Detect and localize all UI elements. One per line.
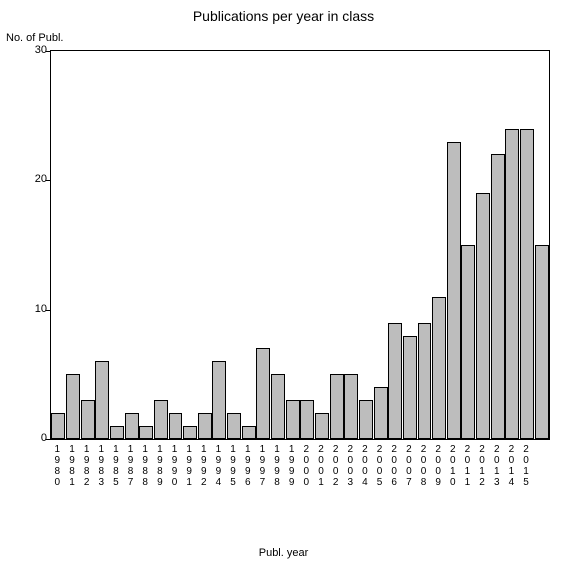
bar <box>169 413 183 439</box>
x-tick-label: 1990 <box>169 444 181 488</box>
bar <box>212 361 226 439</box>
x-tick-label: 2007 <box>403 444 415 488</box>
bar <box>344 374 358 439</box>
y-tick-label: 10 <box>17 303 47 315</box>
x-tick-label: 2015 <box>520 444 532 488</box>
bar <box>491 154 505 439</box>
bar <box>432 297 446 439</box>
x-tick-label: 2011 <box>461 444 473 488</box>
bar <box>388 323 402 439</box>
x-tick-label: 2009 <box>432 444 444 488</box>
x-tick-label: 1981 <box>66 444 78 488</box>
bar <box>461 245 475 439</box>
bar <box>154 400 168 439</box>
x-tick-label: 1982 <box>81 444 93 488</box>
bar <box>286 400 300 439</box>
bar <box>505 129 519 439</box>
x-tick-label: 1987 <box>125 444 137 488</box>
x-tick-label: 2008 <box>418 444 430 488</box>
x-tick-label: 1991 <box>183 444 195 488</box>
bar <box>139 426 153 439</box>
chart-container: Publications per year in class No. of Pu… <box>0 0 567 567</box>
bar <box>51 413 65 439</box>
bar <box>95 361 109 439</box>
bar <box>256 348 270 439</box>
x-axis-label: Publ. year <box>0 547 567 559</box>
y-tick-label: 0 <box>17 432 47 444</box>
x-tick-label: 1989 <box>154 444 166 488</box>
x-tick-label: 1997 <box>256 444 268 488</box>
bar <box>227 413 241 439</box>
bar <box>447 142 461 439</box>
bar <box>300 400 314 439</box>
x-tick-label: 2014 <box>505 444 517 488</box>
bar <box>374 387 388 439</box>
bar <box>125 413 139 439</box>
x-tick-label: 1983 <box>95 444 107 488</box>
bar <box>315 413 329 439</box>
x-tick-label: 1994 <box>212 444 224 488</box>
x-tick-label: 1999 <box>286 444 298 488</box>
x-tick-label: 2001 <box>315 444 327 488</box>
x-tick-label: 2005 <box>374 444 386 488</box>
x-tick-label: 1996 <box>242 444 254 488</box>
x-tick-label: 1980 <box>51 444 63 488</box>
x-tick-label: 1995 <box>227 444 239 488</box>
chart-title: Publications per year in class <box>0 8 567 24</box>
y-axis-label: No. of Publ. <box>6 32 63 44</box>
x-tick-label: 2013 <box>491 444 503 488</box>
y-tick-label: 30 <box>17 44 47 56</box>
bar <box>110 426 124 439</box>
x-tick-label: 2010 <box>447 444 459 488</box>
bar <box>183 426 197 439</box>
bar <box>520 129 534 439</box>
bar <box>418 323 432 439</box>
plot-area <box>50 50 550 440</box>
x-tick-label: 1998 <box>271 444 283 488</box>
x-tick-label: 2004 <box>359 444 371 488</box>
bar <box>403 336 417 439</box>
x-tick-label: 1988 <box>139 444 151 488</box>
x-tick-label: 1985 <box>110 444 122 488</box>
bar <box>271 374 285 439</box>
bar <box>359 400 373 439</box>
x-tick-label: 2000 <box>300 444 312 488</box>
bar <box>66 374 80 439</box>
bar <box>81 400 95 439</box>
x-tick-label: 2012 <box>476 444 488 488</box>
bar <box>198 413 212 439</box>
bar <box>535 245 549 439</box>
bar <box>476 193 490 439</box>
x-tick-label: 2002 <box>330 444 342 488</box>
bar <box>330 374 344 439</box>
x-tick-label: 1992 <box>198 444 210 488</box>
x-tick-label: 2003 <box>344 444 356 488</box>
bar <box>242 426 256 439</box>
x-tick-label: 2006 <box>388 444 400 488</box>
y-tick-label: 20 <box>17 173 47 185</box>
